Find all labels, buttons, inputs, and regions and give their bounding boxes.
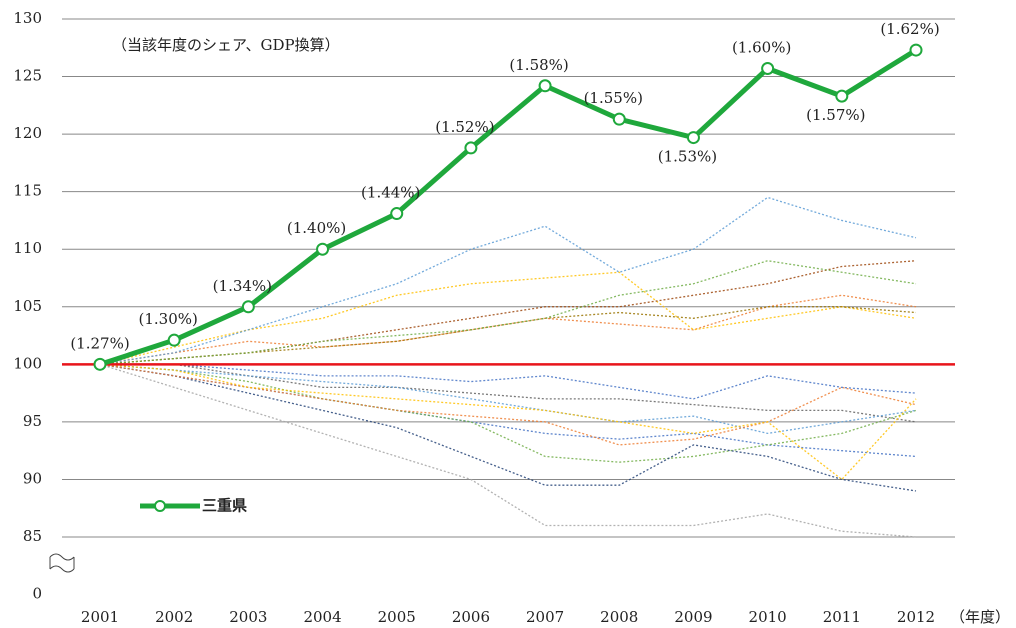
marker bbox=[241, 300, 255, 314]
marker bbox=[93, 357, 107, 371]
series-line bbox=[99, 47, 918, 367]
share-label: (1.27%) bbox=[70, 334, 129, 352]
marker bbox=[316, 242, 330, 256]
x-unit-label: （年度） bbox=[950, 608, 1010, 626]
y-tick-label: 110 bbox=[13, 239, 42, 257]
marker bbox=[390, 207, 404, 221]
marker bbox=[538, 79, 552, 93]
share-label: (1.62%) bbox=[880, 20, 939, 38]
x-tick-label: 2011 bbox=[823, 608, 861, 626]
y-tick-label: 105 bbox=[13, 297, 42, 315]
background-line bbox=[99, 363, 917, 492]
x-tick-label: 2010 bbox=[749, 608, 787, 626]
background-line bbox=[99, 196, 917, 365]
share-label: (1.55%) bbox=[584, 89, 643, 107]
share-label: (1.44%) bbox=[361, 184, 420, 202]
marker bbox=[464, 141, 478, 155]
y-tick-label: 0 bbox=[32, 585, 42, 603]
x-tick-label: 2012 bbox=[897, 608, 935, 626]
marker bbox=[761, 61, 775, 75]
marker bbox=[612, 112, 626, 126]
background-line bbox=[100, 363, 917, 400]
marker bbox=[909, 43, 923, 57]
y-tick-label: 125 bbox=[13, 67, 42, 85]
y-tick-label: 115 bbox=[13, 182, 42, 200]
background-line bbox=[99, 363, 917, 446]
share-label: (1.53%) bbox=[658, 148, 717, 166]
x-tick-label: 2004 bbox=[303, 608, 341, 626]
y-tick-label: 90 bbox=[23, 469, 42, 487]
share-label: (1.34%) bbox=[213, 277, 272, 295]
background-line bbox=[99, 363, 917, 538]
legend-label: 三重県 bbox=[202, 497, 247, 515]
x-tick-label: 2003 bbox=[229, 608, 267, 626]
background-line bbox=[99, 260, 917, 365]
share-label: (1.58%) bbox=[509, 56, 568, 74]
y-tick-label: 130 bbox=[13, 9, 42, 27]
y-tick-label: 100 bbox=[13, 354, 42, 372]
background-line bbox=[99, 363, 917, 435]
background-line bbox=[99, 294, 917, 365]
background-line bbox=[100, 363, 917, 423]
x-tick-label: 2008 bbox=[600, 608, 638, 626]
background-line bbox=[99, 363, 917, 463]
legend-marker bbox=[154, 500, 166, 512]
share-label: (1.52%) bbox=[435, 118, 494, 136]
share-label: (1.40%) bbox=[287, 219, 346, 237]
annotation: （当該年度のシェア、GDP換算） bbox=[112, 36, 340, 54]
axis-break bbox=[49, 553, 75, 573]
share-label: (1.60%) bbox=[732, 38, 791, 56]
y-tick-label: 85 bbox=[23, 527, 42, 545]
x-tick-label: 2005 bbox=[378, 608, 416, 626]
x-tick-label: 2006 bbox=[452, 608, 490, 626]
background-line bbox=[99, 363, 917, 481]
y-tick-label: 120 bbox=[13, 124, 42, 142]
x-tick-label: 2009 bbox=[674, 608, 712, 626]
x-tick-label: 2007 bbox=[526, 608, 564, 626]
background-line bbox=[99, 271, 917, 365]
marker bbox=[686, 131, 700, 145]
x-tick-label: 2002 bbox=[155, 608, 193, 626]
marker bbox=[835, 89, 849, 103]
x-tick-label: 2001 bbox=[81, 608, 119, 626]
y-tick-label: 95 bbox=[23, 412, 42, 430]
marker bbox=[167, 333, 181, 347]
share-label: (1.30%) bbox=[139, 310, 198, 328]
share-label: (1.57%) bbox=[806, 106, 865, 124]
